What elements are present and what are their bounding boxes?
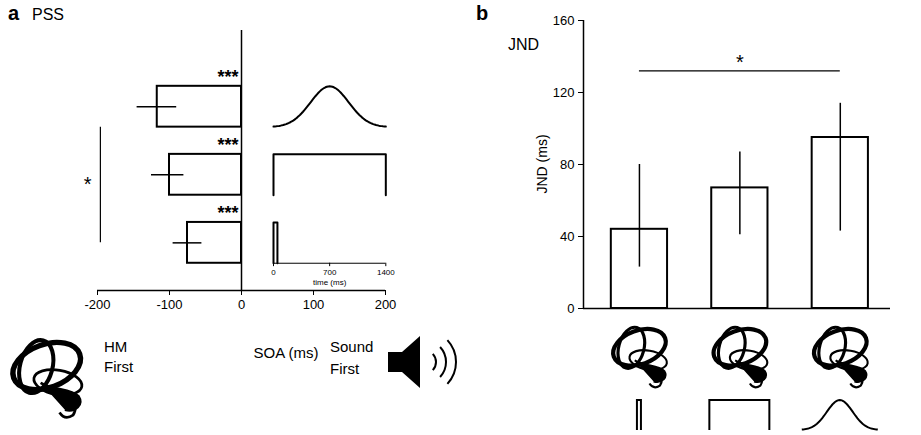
svg-text:0: 0 <box>271 268 276 277</box>
svg-text:0: 0 <box>567 301 574 316</box>
svg-text:100: 100 <box>303 297 325 312</box>
svg-text:200: 200 <box>375 297 397 312</box>
svg-text:JND (ms): JND (ms) <box>534 134 550 193</box>
svg-text:80: 80 <box>560 157 574 172</box>
svg-text:-200: -200 <box>84 297 110 312</box>
svg-text:40: 40 <box>560 229 574 244</box>
svg-text:a: a <box>8 2 20 24</box>
svg-text:time (ms): time (ms) <box>313 278 347 287</box>
svg-text:PSS: PSS <box>32 6 64 23</box>
svg-text:b: b <box>476 2 488 24</box>
svg-text:700: 700 <box>323 268 337 277</box>
svg-text:160: 160 <box>553 13 575 28</box>
svg-text:0: 0 <box>238 297 245 312</box>
svg-text:***: *** <box>217 67 238 87</box>
svg-text:***: *** <box>217 203 238 223</box>
svg-text:SoundFirst: SoundFirst <box>330 338 373 377</box>
svg-text:-100: -100 <box>156 297 182 312</box>
svg-text:SOA (ms): SOA (ms) <box>253 344 318 361</box>
svg-text:1400: 1400 <box>377 268 395 277</box>
svg-text:JND: JND <box>508 36 539 53</box>
svg-text:*: * <box>84 173 92 195</box>
svg-text:120: 120 <box>553 85 575 100</box>
svg-text:*: * <box>736 51 744 73</box>
svg-text:***: *** <box>217 135 238 155</box>
svg-text:HMFirst: HMFirst <box>104 338 134 375</box>
